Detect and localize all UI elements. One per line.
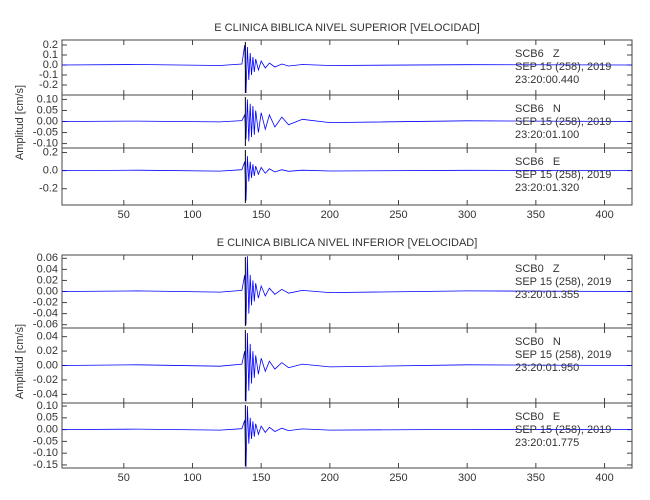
y-tick-label: -0.2 — [39, 79, 58, 91]
panel-frame — [61, 402, 633, 469]
x-tick-label: 400 — [595, 209, 613, 221]
y-tick-label: 0.02 — [37, 274, 58, 286]
y-tick-label: -0.02 — [33, 374, 58, 386]
x-tick-label: 50 — [118, 472, 130, 484]
x-tick-label: 400 — [595, 472, 613, 484]
y-tick-label: 0.00 — [37, 285, 58, 297]
waveform — [61, 256, 633, 325]
y-tick-label: -0.10 — [33, 447, 58, 459]
x-tick-label: 350 — [527, 472, 545, 484]
station-label: SCB6 N — [515, 103, 561, 115]
time-label: 23:20:01.775 — [515, 437, 579, 449]
x-tick-label: 300 — [458, 209, 476, 221]
date-label: SEP 15 (258), 2019 — [515, 349, 611, 361]
y-tick-label: 0.04 — [37, 263, 58, 275]
x-tick-label: 350 — [527, 209, 545, 221]
date-label: SEP 15 (258), 2019 — [515, 424, 611, 436]
waveform — [61, 406, 633, 468]
time-label: 23:20:01.355 — [515, 289, 579, 301]
y-axis-label: Amplitud [cm/s] — [14, 85, 26, 160]
x-tick-label: 100 — [183, 209, 201, 221]
y-tick-label: 0.06 — [37, 252, 58, 264]
y-tick-label: -0.04 — [33, 308, 58, 320]
x-tick-label: 200 — [321, 472, 339, 484]
chart-title: E CLINICA BIBLICA NIVEL INFERIOR [VELOCI… — [217, 237, 478, 249]
panel-frame — [61, 147, 633, 206]
x-tick-label: 100 — [183, 472, 201, 484]
station-label: SCB6 E — [515, 156, 560, 168]
waveform — [61, 99, 633, 142]
station-label: SCB6 Z — [515, 48, 560, 60]
y-tick-label: -0.04 — [33, 388, 58, 400]
x-tick-label: 50 — [118, 209, 130, 221]
y-tick-label: -0.2 — [39, 183, 58, 195]
waveform — [61, 332, 633, 402]
y-tick-label: -0.15 — [33, 459, 58, 471]
y-tick-label: 0.00 — [37, 115, 58, 127]
station-label: SCB0 E — [515, 411, 560, 423]
waveform — [61, 156, 633, 201]
y-tick-label: 0.05 — [37, 104, 58, 116]
y-tick-label: 0.00 — [37, 424, 58, 436]
x-tick-label: 150 — [252, 472, 270, 484]
y-tick-label: 0.1 — [43, 49, 58, 61]
x-tick-label: 250 — [389, 472, 407, 484]
y-tick-label: 0.0 — [43, 59, 58, 71]
time-label: 23:20:01.100 — [515, 129, 579, 141]
y-tick-label: 0.10 — [37, 400, 58, 412]
y-tick-label: -0.02 — [33, 296, 58, 308]
x-tick-label: 300 — [458, 472, 476, 484]
y-tick-label: -0.05 — [33, 435, 58, 447]
x-tick-label: 250 — [389, 209, 407, 221]
y-tick-label: 0.10 — [37, 93, 58, 105]
date-label: SEP 15 (258), 2019 — [515, 116, 611, 128]
y-tick-label: -0.05 — [33, 126, 58, 138]
time-label: 23:20:01.320 — [515, 182, 579, 194]
station-label: SCB0 Z — [515, 263, 560, 275]
y-tick-label: -0.06 — [33, 319, 58, 331]
y-tick-label: 0.2 — [43, 39, 58, 51]
chart-title: E CLINICA BIBLICA NIVEL SUPERIOR [VELOCI… — [214, 22, 480, 34]
date-label: SEP 15 (258), 2019 — [515, 169, 611, 181]
y-tick-label: 0.0 — [43, 165, 58, 177]
date-label: SEP 15 (258), 2019 — [515, 61, 611, 73]
y-tick-label: 0.04 — [37, 331, 58, 343]
y-axis-label: Amplitud [cm/s] — [14, 324, 26, 399]
time-label: 23:20:00.440 — [515, 74, 579, 86]
date-label: SEP 15 (258), 2019 — [515, 276, 611, 288]
x-tick-label: 200 — [321, 209, 339, 221]
station-label: SCB0 N — [515, 336, 561, 348]
y-tick-label: 0.02 — [37, 345, 58, 357]
time-label: 23:20:01.950 — [515, 362, 579, 374]
y-tick-label: 0.00 — [37, 359, 58, 371]
y-tick-label: -0.1 — [39, 69, 58, 81]
x-tick-label: 150 — [252, 209, 270, 221]
y-tick-label: -0.10 — [33, 137, 58, 149]
y-tick-label: 0.05 — [37, 412, 58, 424]
y-tick-label: 0.2 — [43, 146, 58, 158]
waveform — [61, 44, 633, 94]
